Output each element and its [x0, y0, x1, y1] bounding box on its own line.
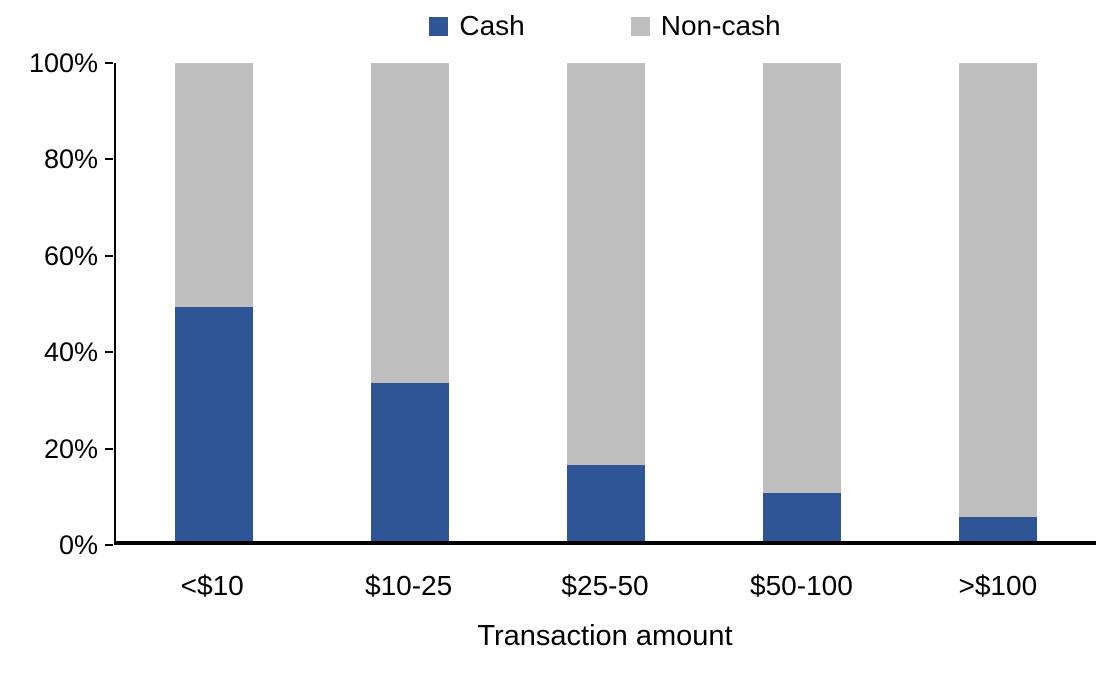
- plot-area: [105, 62, 1096, 546]
- legend-label-cash: Cash: [459, 10, 525, 41]
- stacked-bar: [175, 63, 253, 541]
- y-tick-label: 20%: [43, 433, 98, 464]
- stacked-bar: [959, 63, 1037, 541]
- noncash-segment: [175, 63, 253, 307]
- y-tick: [105, 544, 113, 546]
- cash-segment: [959, 517, 1037, 541]
- x-axis-labels: <$10 $10-25 $25-50 $50-100 >$100: [114, 572, 1096, 600]
- x-axis-title: Transaction amount: [477, 620, 733, 652]
- stacked-bar: [567, 63, 645, 541]
- x-category-label: $10-25: [365, 570, 453, 601]
- bar-slot-1: [116, 63, 312, 541]
- bar-slot-5: [900, 63, 1096, 541]
- cash-segment: [763, 493, 841, 541]
- noncash-swatch-icon: [630, 16, 650, 36]
- x-category-label: $25-50: [561, 570, 649, 601]
- bar-slot-4: [704, 63, 900, 541]
- bar-slot-2: [312, 63, 508, 541]
- bars-container: [116, 63, 1096, 541]
- y-tick: [105, 351, 113, 354]
- noncash-segment: [763, 63, 841, 494]
- y-tick-label: 40%: [43, 337, 98, 368]
- noncash-segment: [959, 63, 1037, 518]
- stacked-bar: [763, 63, 841, 541]
- legend: Cash Non-cash: [114, 12, 1096, 40]
- y-tick: [105, 158, 113, 161]
- noncash-segment: [567, 63, 645, 465]
- noncash-segment: [371, 63, 449, 384]
- y-tick: [105, 62, 113, 64]
- y-tick: [105, 254, 113, 257]
- cash-swatch-icon: [429, 16, 449, 36]
- x-category-label: <$10: [180, 570, 244, 601]
- x-category-label: $50-100: [750, 570, 853, 601]
- cash-segment: [175, 306, 253, 541]
- legend-item-noncash: Non-cash: [630, 10, 781, 41]
- cash-segment: [567, 464, 645, 541]
- legend-label-noncash: Non-cash: [660, 10, 781, 41]
- y-tick: [105, 447, 113, 450]
- bar-slot-3: [508, 63, 704, 541]
- y-tick-label: 80%: [43, 144, 98, 175]
- cash-segment: [371, 383, 449, 541]
- y-tick-label: 60%: [43, 240, 98, 271]
- legend-item-cash: Cash: [429, 10, 525, 41]
- x-category-label: >$100: [958, 570, 1038, 601]
- y-tick-label: 0%: [58, 530, 98, 560]
- stacked-bar: [371, 63, 449, 541]
- y-tick-label: 100%: [28, 48, 98, 78]
